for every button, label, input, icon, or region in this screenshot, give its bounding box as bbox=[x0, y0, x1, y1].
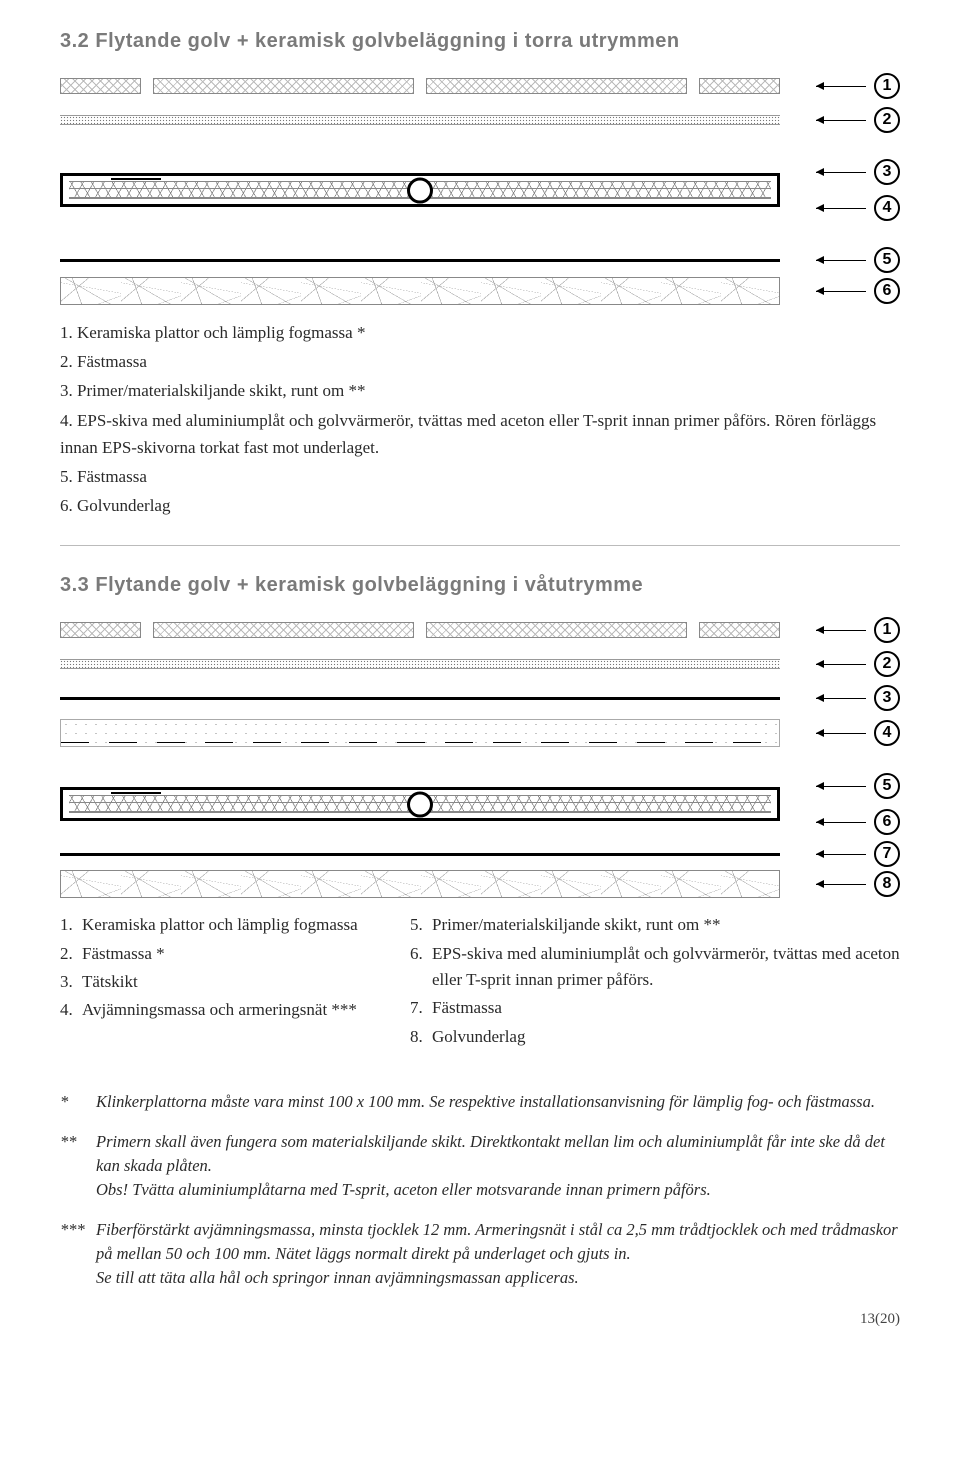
legend-num: 6. bbox=[410, 941, 432, 994]
page-number: 13(20) bbox=[60, 1311, 900, 1328]
callout-6: 6 bbox=[874, 278, 900, 304]
legend-num: 8. bbox=[410, 1024, 432, 1050]
legend-item: 4. EPS-skiva med aluminiumplåt och golvv… bbox=[60, 407, 900, 461]
legend-32: 1. Keramiska plattor och lämplig fogmass… bbox=[60, 319, 900, 519]
legend-text: Fästmassa bbox=[432, 995, 502, 1021]
legend-text: Primer/materialskiljande skikt, runt om … bbox=[432, 912, 720, 938]
callout-3: 3 bbox=[874, 159, 900, 185]
callout-8: 8 bbox=[874, 871, 900, 897]
footnotes: *Klinkerplattorna måste vara minst 100 x… bbox=[60, 1090, 900, 1289]
callout-1: 1 bbox=[874, 73, 900, 99]
footnote-mark: *** bbox=[60, 1218, 96, 1290]
footnote-text: Primern skall även fungera som materials… bbox=[96, 1130, 900, 1202]
callout-2: 2 bbox=[874, 107, 900, 133]
legend-text: Tätskikt bbox=[82, 969, 138, 995]
legend-num: 2. bbox=[60, 941, 82, 967]
legend-33: 1.Keramiska plattor och lämplig fogmassa… bbox=[60, 912, 900, 1052]
legend-text: Avjämningsmassa och armeringsnät *** bbox=[82, 997, 357, 1023]
pipe-icon bbox=[407, 792, 433, 818]
callout-5: 5 bbox=[874, 247, 900, 273]
callout-2: 2 bbox=[874, 651, 900, 677]
footnote-text: Klinkerplattorna måste vara minst 100 x … bbox=[96, 1090, 875, 1114]
legend-item: 5. Fästmassa bbox=[60, 463, 900, 490]
section-heading-33: 3.3 Flytande golv + keramisk golvbeläggn… bbox=[60, 574, 900, 597]
callout-3: 3 bbox=[874, 685, 900, 711]
legend-num: 7. bbox=[410, 995, 432, 1021]
legend-item: 6. Golvunderlag bbox=[60, 492, 900, 519]
callout-7: 7 bbox=[874, 841, 900, 867]
callout-5: 5 bbox=[874, 773, 900, 799]
diagram-32: 1 2 3 4 5 6 bbox=[60, 73, 900, 305]
legend-text: Keramiska plattor och lämplig fogmassa bbox=[82, 912, 358, 938]
legend-text: Golvunderlag bbox=[432, 1024, 525, 1050]
legend-text: EPS-skiva med aluminiumplåt och golvvärm… bbox=[432, 941, 900, 994]
legend-num: 5. bbox=[410, 912, 432, 938]
legend-text: Fästmassa * bbox=[82, 941, 165, 967]
callout-6: 6 bbox=[874, 809, 900, 835]
legend-item: 1. Keramiska plattor och lämplig fogmass… bbox=[60, 319, 900, 346]
section-divider bbox=[60, 545, 900, 546]
section-heading-32: 3.2 Flytande golv + keramisk golvbeläggn… bbox=[60, 30, 900, 53]
footnote-mark: * bbox=[60, 1090, 96, 1114]
legend-item: 2. Fästmassa bbox=[60, 348, 900, 375]
pipe-icon bbox=[407, 178, 433, 204]
callout-1: 1 bbox=[874, 617, 900, 643]
legend-item: 3. Primer/materialskiljande skikt, runt … bbox=[60, 377, 900, 404]
legend-num: 1. bbox=[60, 912, 82, 938]
callout-4: 4 bbox=[874, 720, 900, 746]
legend-num: 4. bbox=[60, 997, 82, 1023]
callout-4: 4 bbox=[874, 195, 900, 221]
footnote-mark: ** bbox=[60, 1130, 96, 1202]
diagram-33: 1 2 3 4 5 6 7 bbox=[60, 617, 900, 898]
legend-num: 3. bbox=[60, 969, 82, 995]
footnote-text: Fiberförstärkt avjämningsmassa, minsta t… bbox=[96, 1218, 900, 1290]
